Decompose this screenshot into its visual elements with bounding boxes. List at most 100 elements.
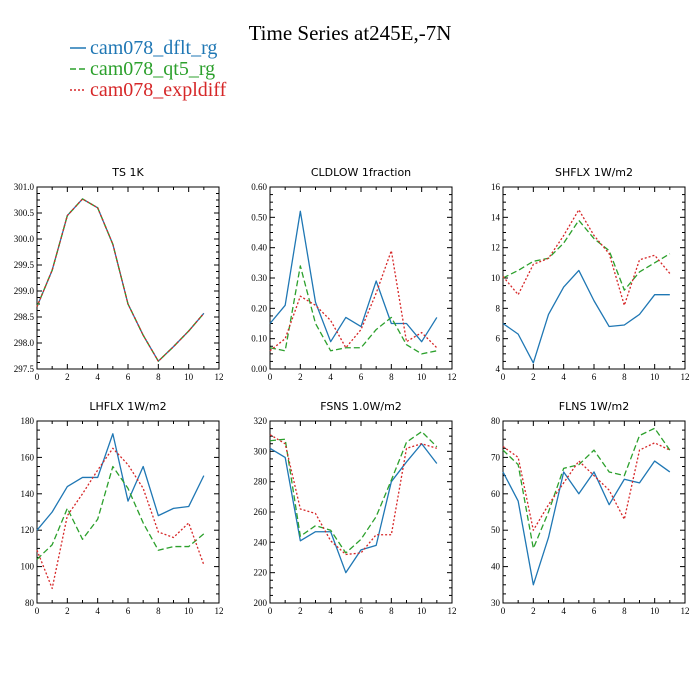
x-tick-label: 12 [681,372,690,382]
y-tick-label: 298.0 [14,338,35,348]
y-tick-label: 16 [491,182,501,192]
x-tick-label: 10 [417,372,427,382]
panel-3: SHFLX 1W/m2 0 2 4 6 8 10 12 4 6 8 10 12 14 16 [491,166,690,382]
y-tick-label: 0.00 [251,364,267,374]
panel-1: TS 1K 0 2 4 6 8 10 12 297.5 298.0 298.5 299.0 299.5 3… [14,166,224,382]
x-tick-label: 0 [268,606,273,616]
y-tick-label: 299.0 [14,286,35,296]
x-tick-label: 12 [215,606,224,616]
series-line-cam078_dflt_rg [502,269,670,364]
y-tick-label: 50 [491,525,501,535]
panel-6: FLNS 1W/m2 0 2 4 6 8 10 12 30 40 50 60 70 80 [491,400,690,616]
x-tick-label: 12 [448,372,457,382]
y-tick-label: 10 [491,273,501,283]
y-tick-label: 80 [491,416,501,426]
legend-entry: cam078_expldiff [90,79,227,101]
panel-2: CLDLOW 1fraction 0 2 4 6 8 10 12 0.00 0.10 0.20 0.3… [251,166,456,382]
series-line-cam078_dflt_rg [36,198,205,362]
chart-panels: TS 1K 0 2 4 6 8 10 12 297.5 298.0 298.5 299.0 299.5 3… [14,166,690,616]
x-tick-label: 2 [65,372,70,382]
y-tick-label: 160 [21,452,35,462]
y-tick-label: 0.20 [251,303,267,313]
x-tick-label: 4 [561,606,566,616]
plot-frame [36,420,220,604]
x-tick-label: 12 [215,372,224,382]
x-tick-label: 0 [35,372,40,382]
x-tick-label: 10 [650,606,660,616]
series-line-cam078_expldiff [502,442,671,531]
x-tick-label: 4 [561,372,566,382]
legend: cam078_dflt_rgcam078_qt5_rgcam078_expldi… [70,37,227,101]
x-tick-label: 6 [126,606,131,616]
series-line-cam078_expldiff [502,209,671,306]
y-tick-label: 14 [491,212,501,222]
y-tick-label: 6 [496,334,501,344]
x-tick-label: 2 [531,606,536,616]
x-tick-label: 10 [650,372,660,382]
y-tick-label: 299.5 [14,260,35,270]
x-tick-label: 10 [184,606,194,616]
x-tick-label: 0 [268,372,273,382]
plot-frame [502,186,686,370]
x-tick-label: 6 [592,372,597,382]
y-tick-label: 300.5 [14,208,35,218]
y-tick-label: 120 [21,525,35,535]
panel-4: LHFLX 1W/m2 0 2 4 6 8 10 12 80 100 120 140 160 180 [21,400,224,616]
series-line-cam078_dflt_rg [269,210,438,343]
y-tick-label: 300.0 [14,234,35,244]
series-line-cam078_qt5_rg [36,465,205,560]
legend-entry: cam078_dflt_rg [90,37,217,59]
x-tick-label: 2 [531,372,536,382]
y-tick-label: 40 [491,562,501,572]
y-tick-label: 180 [21,416,35,426]
series-line-cam078_qt5_rg [36,198,205,362]
series-line-cam078_dflt_rg [269,443,438,574]
y-tick-label: 220 [254,568,268,578]
x-tick-label: 0 [35,606,40,616]
figure-title: Time Series at245E,-7N [249,21,452,45]
y-tick-label: 0.50 [251,212,267,222]
x-tick-label: 12 [681,606,690,616]
y-tick-label: 60 [491,489,501,499]
series-line-cam078_expldiff [269,250,438,352]
y-tick-label: 4 [496,364,501,374]
panel-title: SHFLX 1W/m2 [555,166,633,179]
x-tick-label: 6 [359,606,364,616]
series-line-cam078_expldiff [269,434,438,556]
x-tick-label: 4 [95,606,100,616]
x-tick-label: 0 [501,372,506,382]
y-tick-label: 280 [254,477,268,487]
y-tick-label: 0.30 [251,273,267,283]
series-line-cam078_qt5_rg [502,427,671,550]
y-tick-label: 140 [21,489,35,499]
x-tick-label: 2 [298,372,303,382]
y-tick-label: 200 [254,598,268,608]
x-tick-label: 8 [622,606,627,616]
x-tick-label: 10 [417,606,427,616]
y-tick-label: 70 [491,452,501,462]
x-tick-label: 0 [501,606,506,616]
y-tick-label: 100 [21,562,35,572]
panel-title: FLNS 1W/m2 [559,400,629,413]
panel-title: FSNS 1.0W/m2 [320,400,402,413]
x-tick-label: 8 [389,606,394,616]
y-tick-label: 240 [254,537,268,547]
x-tick-label: 6 [126,372,131,382]
x-tick-label: 6 [359,372,364,382]
series-line-cam078_qt5_rg [269,430,438,554]
panel-5: FSNS 1.0W/m2 0 2 4 6 8 10 12 200 220 240 260 280 300 3… [254,400,457,616]
y-tick-label: 12 [491,243,500,253]
y-tick-label: 260 [254,507,268,517]
x-tick-label: 4 [328,372,333,382]
y-tick-label: 320 [254,416,268,426]
y-tick-label: 298.5 [14,312,35,322]
series-line-cam078_qt5_rg [502,219,671,291]
panel-title: TS 1K [111,166,144,179]
series-line-cam078_dflt_rg [502,460,671,586]
panel-title: CLDLOW 1fraction [311,166,411,179]
x-tick-label: 4 [95,372,100,382]
y-tick-label: 80 [25,598,35,608]
plot-frame [36,186,220,370]
y-tick-label: 0.60 [251,182,267,192]
x-tick-label: 6 [592,606,597,616]
